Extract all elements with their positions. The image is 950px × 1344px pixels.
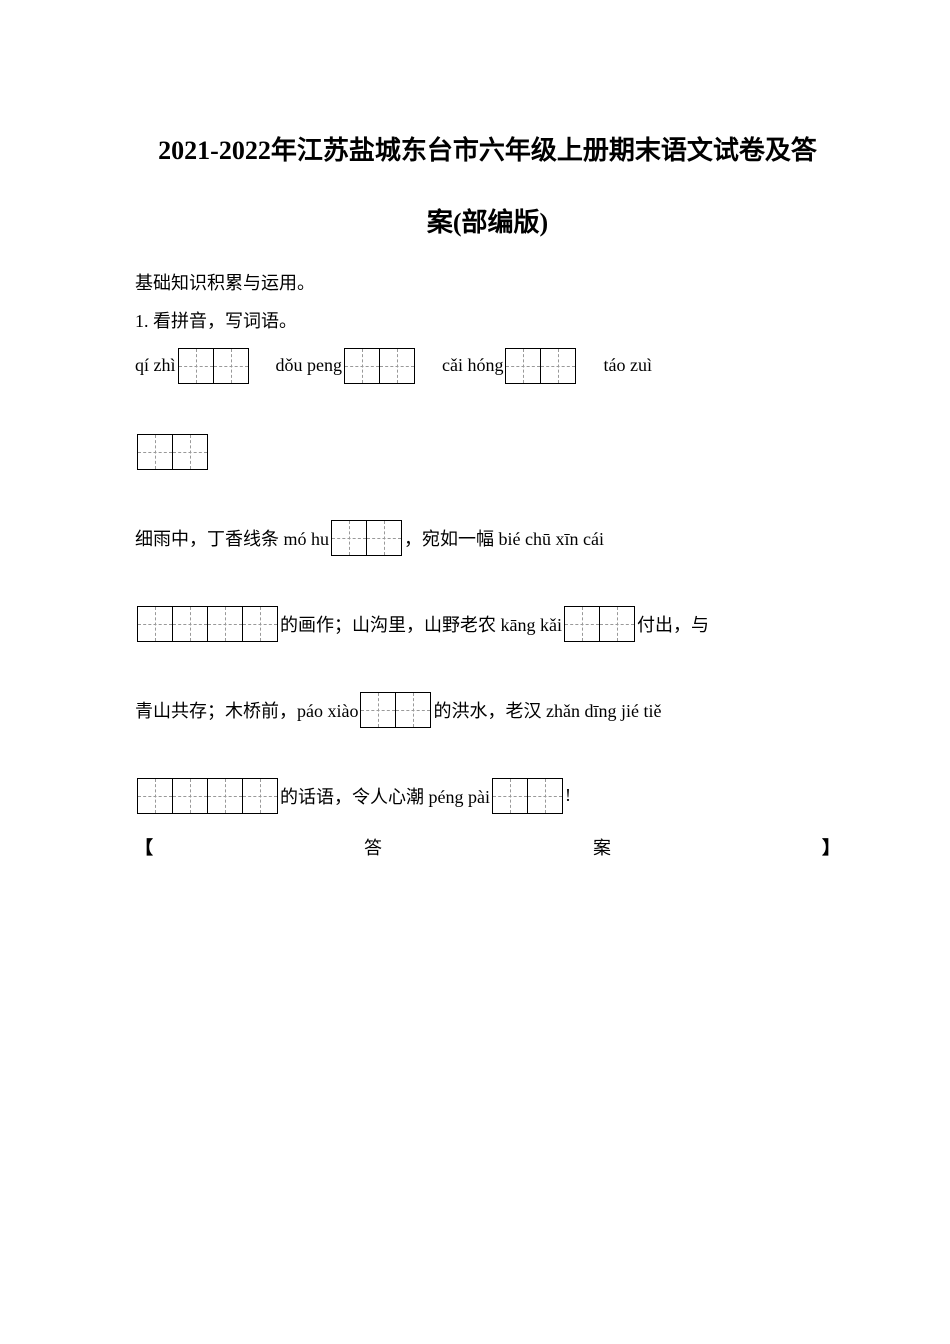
char-box: [213, 348, 249, 384]
box-group: [178, 348, 249, 384]
char-box: [344, 348, 380, 384]
pinyin-dou-peng: dǒu peng: [276, 355, 343, 376]
box-group: [492, 778, 563, 814]
text-paoxiao: 青山共存；木桥前，páo xiào: [135, 697, 358, 723]
line-4: 的画作；山沟里，山野老农 kāng kǎi 付出，与: [135, 606, 840, 642]
answer-char-1: 答: [364, 834, 382, 860]
char-box: [564, 606, 600, 642]
box-group: [505, 348, 576, 384]
line-1: qí zhì dǒu peng cǎi hóng táo zuì: [135, 348, 840, 384]
answer-heading: 【 答 案 】: [135, 834, 840, 860]
char-box: [379, 348, 415, 384]
pinyin-cai-hong: cǎi hóng: [442, 355, 503, 376]
char-box: [172, 434, 208, 470]
char-box: [137, 606, 173, 642]
box-group: [137, 778, 278, 814]
line-2: [135, 434, 840, 470]
char-box: [527, 778, 563, 814]
text-fuchu: 付出，与: [637, 611, 709, 637]
char-box: [242, 606, 278, 642]
char-box: [207, 778, 243, 814]
char-box: [395, 692, 431, 728]
line-6: 的话语，令人心潮 péng pài !: [135, 778, 840, 814]
answer-char-2: 案: [593, 834, 611, 860]
char-box: [207, 606, 243, 642]
char-box: [137, 434, 173, 470]
question-1: 1. 看拼音，写词语。: [135, 307, 840, 333]
char-box: [331, 520, 367, 556]
text-zhandingjietie: 的洪水，老汉 zhǎn dīng jié tiě: [433, 697, 661, 723]
char-box: [540, 348, 576, 384]
box-group: [564, 606, 635, 642]
box-group: [360, 692, 431, 728]
text-kangkai: 的画作；山沟里，山野老农 kāng kǎi: [280, 611, 562, 637]
box-group: [344, 348, 415, 384]
char-box: [172, 778, 208, 814]
line-3: 细雨中，丁香线条 mó hu ，宛如一幅 bié chū xīn cái: [135, 520, 840, 556]
text-biechuxincai: ，宛如一幅 bié chū xīn cái: [404, 525, 604, 551]
char-box: [178, 348, 214, 384]
text-exclaim: !: [565, 785, 571, 806]
pinyin-tao-zui: táo zuì: [603, 355, 651, 376]
line-5: 青山共存；木桥前，páo xiào 的洪水，老汉 zhǎn dīng jié t…: [135, 692, 840, 728]
text-mohu: 细雨中，丁香线条 mó hu: [135, 525, 329, 551]
char-box: [366, 520, 402, 556]
box-group: [331, 520, 402, 556]
char-box: [172, 606, 208, 642]
char-box: [492, 778, 528, 814]
box-group: [137, 434, 208, 470]
char-box: [599, 606, 635, 642]
main-title-line2: 案(部编版): [135, 202, 840, 239]
main-title-line1: 2021-2022年江苏盐城东台市六年级上册期末语文试卷及答: [135, 130, 840, 172]
char-box: [505, 348, 541, 384]
box-group: [137, 606, 278, 642]
text-pengpai: 的话语，令人心潮 péng pài: [280, 783, 490, 809]
bracket-right: 】: [822, 834, 840, 860]
bracket-left: 【: [135, 834, 153, 860]
section-heading: 基础知识积累与运用。: [135, 269, 840, 295]
char-box: [360, 692, 396, 728]
pinyin-qi-zhi: qí zhì: [135, 355, 176, 376]
char-box: [137, 778, 173, 814]
char-box: [242, 778, 278, 814]
